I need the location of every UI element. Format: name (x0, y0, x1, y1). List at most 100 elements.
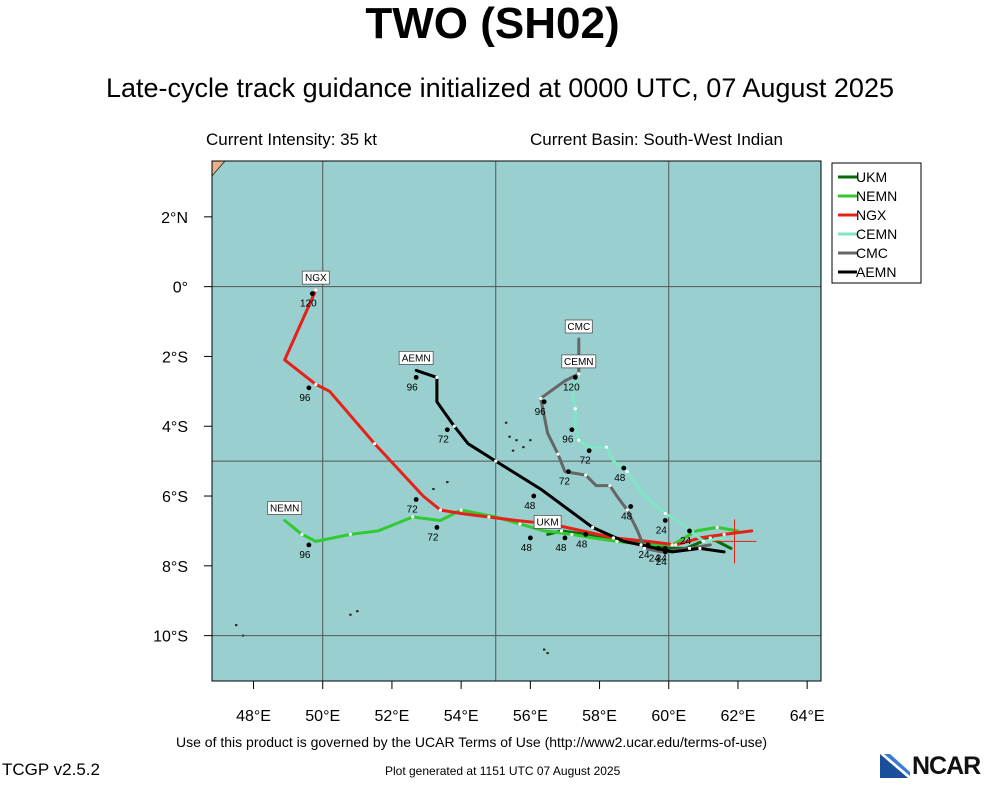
track-marker (452, 424, 456, 428)
track-marker (487, 515, 491, 519)
island-mark (432, 488, 435, 491)
island-mark (235, 624, 238, 627)
forecast-hour-label: 48 (521, 543, 533, 554)
track-aemn (414, 368, 726, 554)
forecast-hour-label: 24 (656, 553, 668, 564)
forecast-hour-label: 24 (656, 525, 668, 536)
island-mark (349, 613, 352, 616)
model-end-label-box (267, 501, 303, 515)
forecast-hour-dot (687, 528, 692, 534)
legend-label-aemn: AEMN (856, 264, 896, 280)
legend-label-ngx: NGX (856, 207, 887, 223)
forecast-hour-dot (662, 545, 668, 551)
version-label: TCGP v2.5.2 (2, 760, 100, 779)
track-marker (639, 543, 643, 547)
island-mark (546, 652, 549, 655)
island-mark (522, 446, 525, 449)
track-marker (674, 543, 678, 547)
track-marker (698, 546, 702, 550)
terms-of-use-text: Use of this product is governed by the U… (176, 734, 768, 750)
track-marker (701, 539, 705, 544)
forecast-hour-label: 96 (407, 382, 419, 393)
y-tick-label: 0° (173, 280, 188, 297)
forecast-hour-label: 72 (559, 477, 571, 488)
plot-area: 24 48 24 48 72 96 24 48 72 96 120 24 48 72 96 120 24 48 72… (211, 160, 821, 681)
island-mark (504, 421, 508, 424)
model-end-label: AEMN (402, 353, 431, 364)
legend-label-nemn: NEMN (856, 188, 897, 204)
forecast-hour-label: 24 (656, 557, 668, 568)
legend-label-cemn: CEMN (856, 226, 897, 242)
track-marker (663, 511, 667, 516)
track-marker (715, 525, 719, 530)
forecast-hour-label: 96 (299, 393, 311, 404)
model-end-label: NEMN (270, 503, 299, 514)
current-basin: Current Basin: South-West Indian (530, 130, 783, 149)
track-cemn (570, 372, 726, 543)
forecast-hour-label: 48 (576, 539, 588, 550)
x-tick-label: 56°E (513, 708, 548, 725)
forecast-hour-label: 96 (299, 550, 311, 561)
model-end-label: UKM (537, 517, 559, 528)
track-marker (314, 382, 318, 386)
track-marker (435, 375, 439, 379)
x-tick-label: 54°E (444, 708, 479, 725)
grid (212, 161, 821, 681)
chart-subtitle: Late-cycle track guidance initialized at… (106, 73, 894, 103)
track-marker (604, 445, 609, 449)
generated-timestamp: Plot generated at 1151 UTC 07 August 202… (385, 764, 621, 778)
current-intensity: Current Intensity: 35 kt (206, 130, 378, 149)
forecast-hour-dot (413, 374, 419, 380)
forecast-hour-label: 96 (562, 435, 574, 446)
forecast-hour-dot (655, 545, 661, 551)
forecast-hour-dot (434, 525, 440, 530)
model-end-label: NGX (305, 273, 327, 284)
model-end-label: CMC (567, 322, 590, 333)
forecast-hour-dot (645, 542, 651, 548)
x-tick-label: 52°E (374, 708, 409, 725)
forecast-hour-label: 48 (555, 543, 567, 554)
model-end-label-box (533, 515, 562, 529)
track-cmc (539, 337, 712, 554)
forecast-hour-label: 48 (524, 501, 536, 512)
forecast-hour-dot (541, 399, 547, 405)
track-marker (577, 438, 581, 442)
track-marker (642, 546, 647, 550)
forecast-hour-dot (306, 385, 312, 391)
ncar-logo: NCAR (878, 750, 985, 780)
forecast-hour-label: 120 (563, 382, 580, 393)
forecast-hour-dot (583, 532, 589, 537)
island-mark (356, 610, 359, 613)
track-marker (625, 508, 629, 512)
forecast-hour-dot (413, 497, 419, 502)
track-marker (615, 539, 619, 544)
x-tick-label: 48°E (236, 708, 271, 725)
forecast-hour-dot (444, 427, 450, 433)
ncar-logo-icon (880, 754, 910, 778)
x-tick-label: 50°E (305, 708, 340, 725)
forecast-hour-label: 120 (300, 299, 317, 310)
forecast-hour-dot (662, 518, 668, 523)
y-tick-label: 2°S (162, 349, 188, 366)
y-tick-label: 2°N (161, 210, 188, 227)
track-marker (625, 470, 629, 474)
model-end-label-box (564, 319, 593, 334)
forecast-hour-label: 48 (621, 512, 633, 523)
track-marker (573, 407, 577, 411)
track-marker (518, 522, 522, 526)
x-tick-label: 60°E (651, 708, 686, 725)
track-marker (559, 529, 564, 533)
track-ngx (283, 288, 754, 547)
island-mark (508, 435, 511, 438)
track-marker (670, 543, 674, 547)
island-mark (515, 439, 518, 442)
forecast-hour-dot (527, 535, 533, 541)
forecast-hour-dot (569, 427, 575, 433)
x-tick-label: 64°E (790, 708, 825, 725)
island-mark (446, 481, 449, 484)
track-marker (608, 483, 612, 488)
chart-title: TWO (SH02) (365, 0, 620, 48)
forecast-hour-label: 48 (614, 473, 626, 484)
island-mark (542, 648, 546, 651)
track-marker (348, 532, 353, 537)
